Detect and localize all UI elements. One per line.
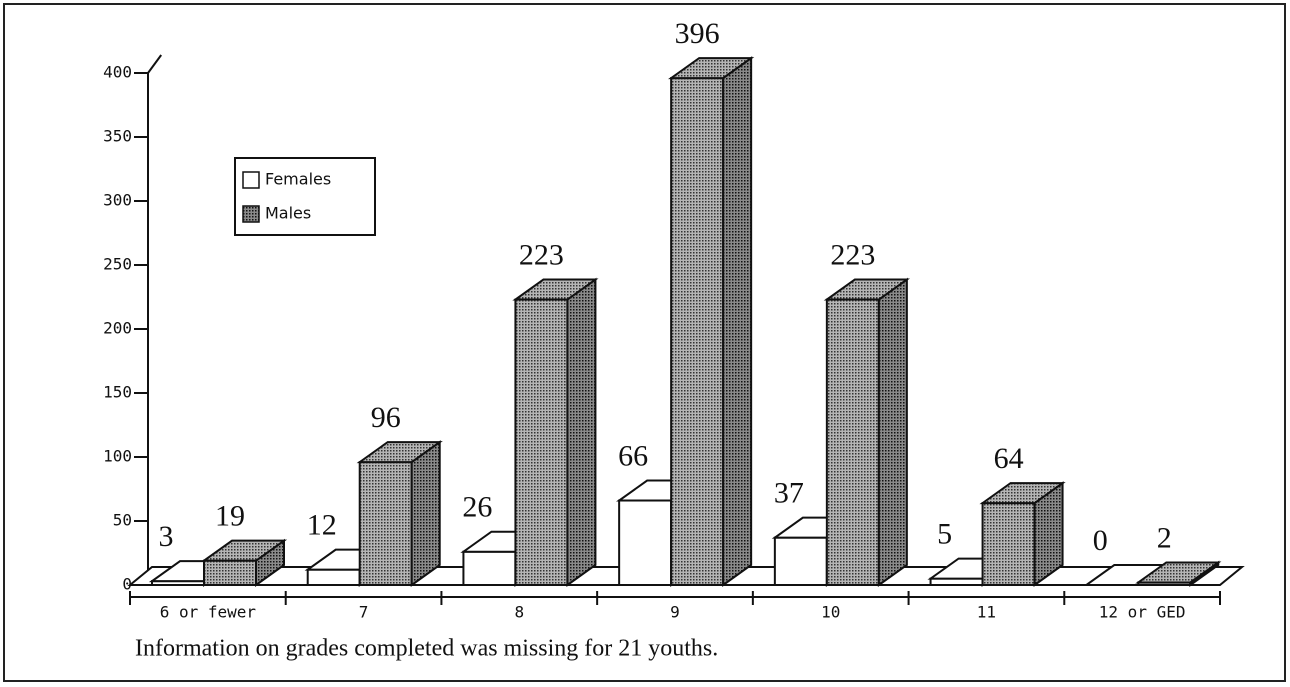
x-tick-label: 12 or GED	[1099, 603, 1186, 622]
x-tick-label: 11	[977, 603, 996, 622]
note: Information on grades completed was miss…	[135, 636, 718, 662]
bar-top	[356, 441, 443, 464]
bar-top	[823, 278, 910, 301]
value-label: 26	[462, 491, 492, 524]
legend-swatch	[242, 205, 260, 223]
value-label: 5	[937, 517, 952, 550]
legend-swatch	[242, 171, 260, 189]
value-label: 396	[675, 17, 720, 50]
value-label: 64	[994, 442, 1024, 475]
bar-side	[566, 277, 597, 587]
bar-side	[722, 56, 753, 587]
y-tick-label: 150	[103, 383, 132, 402]
x-tick-label: 10	[821, 603, 840, 622]
y-tick-label: 400	[103, 63, 132, 82]
y-axis-top	[147, 54, 163, 74]
bar-front	[462, 550, 517, 586]
value-label: 66	[618, 439, 648, 472]
value-label: 0	[1093, 524, 1108, 557]
bar-top	[200, 539, 288, 562]
y-tick-label: 200	[103, 319, 132, 338]
y-tick-label: 50	[113, 511, 132, 530]
bar-top	[668, 57, 755, 80]
value-label: 37	[774, 477, 804, 510]
bar-side	[410, 440, 441, 587]
bar-side	[877, 277, 908, 587]
value-label: 2	[1157, 521, 1172, 554]
y-tick-label: 0	[122, 575, 132, 594]
x-tick-label: 6 or fewer	[160, 603, 257, 622]
x-tick-label: 8	[514, 603, 524, 622]
y-tick-label: 250	[103, 255, 132, 274]
bar-top	[1135, 561, 1222, 584]
value-label: 96	[371, 401, 401, 434]
frame	[3, 3, 1286, 682]
legend-label: Males	[265, 204, 311, 223]
bar-front	[618, 499, 673, 586]
x-tick-label: 7	[359, 603, 369, 622]
value-label: 223	[519, 238, 564, 271]
bar-front	[514, 298, 569, 586]
bar-front	[825, 298, 880, 586]
value-label: 19	[215, 500, 245, 533]
bar-front	[358, 461, 413, 586]
bar-front	[981, 502, 1036, 586]
bar-front	[306, 568, 361, 587]
legend-label: Females	[265, 170, 331, 189]
bar-top	[512, 278, 599, 301]
value-label: 223	[830, 238, 875, 271]
bar-front	[203, 559, 257, 586]
bar-front	[773, 536, 828, 587]
y-tick-label: 300	[103, 191, 132, 210]
bar-top	[979, 482, 1066, 505]
value-label: 3	[159, 520, 174, 553]
x-tick-label: 9	[670, 603, 680, 622]
bar-front	[670, 77, 725, 587]
value-label: 12	[307, 509, 337, 542]
y-tick-label: 100	[103, 447, 132, 466]
y-tick-label: 350	[103, 127, 132, 146]
